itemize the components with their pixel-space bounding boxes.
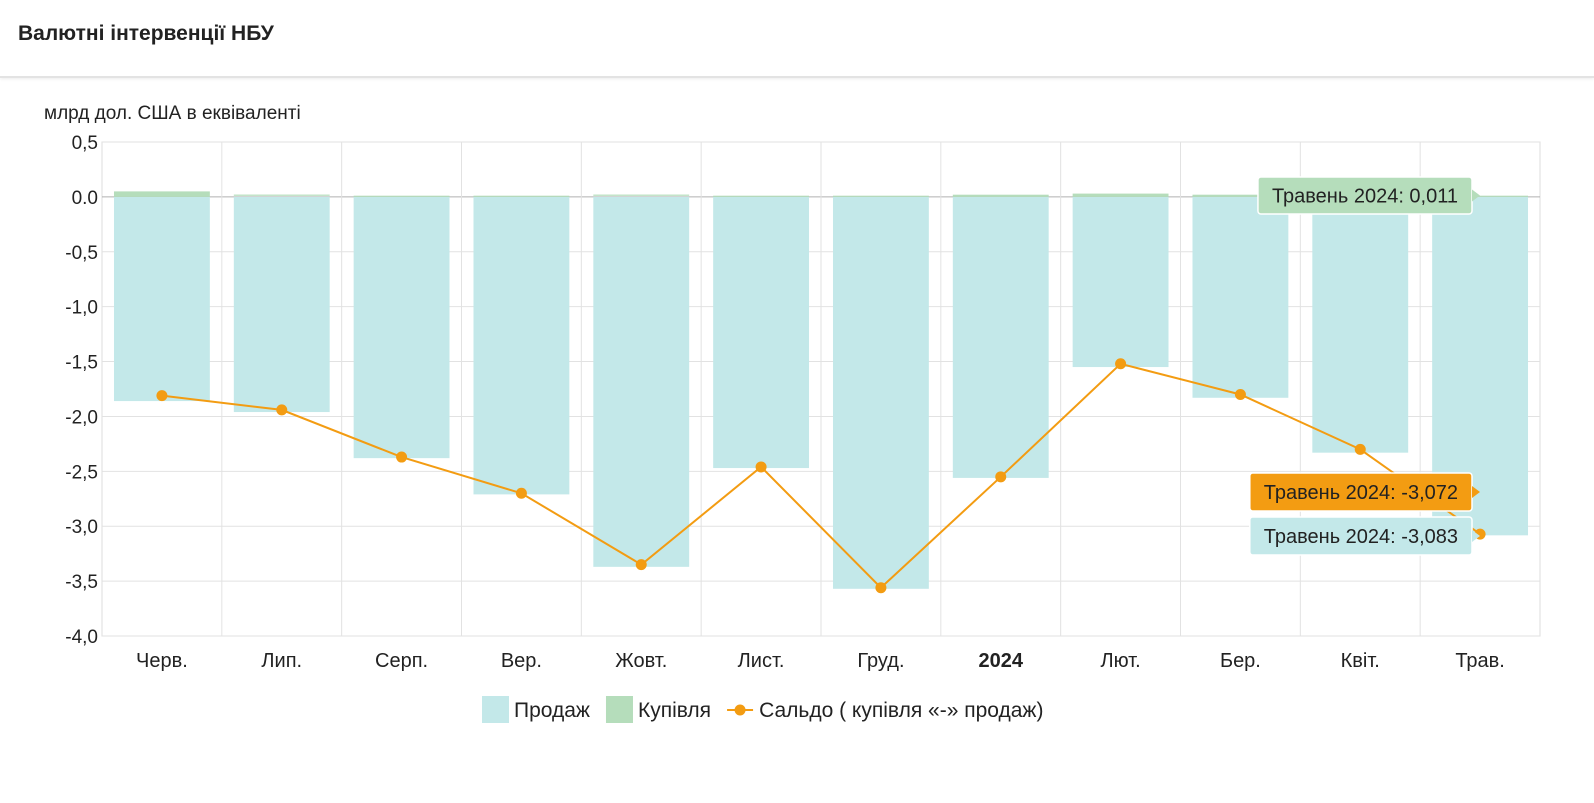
balance-point[interactable] <box>875 582 887 594</box>
tooltip-pointer <box>1472 189 1480 202</box>
x-tick-label: Жовт. <box>615 650 667 672</box>
x-tick-label: Груд. <box>857 650 904 672</box>
bar-buy[interactable] <box>1432 195 1529 197</box>
y-axis-ticks: 0,5 0.0 -0,5 -1,0 -1,5 -2,0 -2,5 -3,0 -3,5 -4,0 <box>65 133 98 648</box>
balance-point[interactable] <box>396 451 408 463</box>
bar-sell[interactable] <box>593 196 690 567</box>
bar-buy[interactable] <box>952 194 1049 197</box>
bar-buy[interactable] <box>353 195 450 197</box>
legend-label: Сальдо ( купівля «-» продаж) <box>759 699 1043 722</box>
balance-point[interactable] <box>635 559 647 571</box>
x-tick-label: Квіт. <box>1341 650 1380 672</box>
bar-buy[interactable] <box>1072 193 1169 197</box>
y-tick-label: 0.0 <box>72 188 98 209</box>
bar-sell[interactable] <box>353 196 450 459</box>
bar-buy[interactable] <box>113 191 210 197</box>
balance-line <box>156 358 1486 594</box>
legend-item[interactable]: Сальдо ( купівля «-» продаж) <box>727 699 1043 722</box>
bar-buy[interactable] <box>713 195 810 197</box>
bar-sell[interactable] <box>113 196 210 402</box>
tooltip: Травень 2024: -3,072 <box>1249 472 1480 512</box>
y-tick-label: -1,5 <box>65 353 98 374</box>
x-tick-label: 2024 <box>979 650 1024 672</box>
balance-point[interactable] <box>276 404 288 416</box>
legend-marker <box>734 704 746 716</box>
bar-buy[interactable] <box>473 195 570 197</box>
bars-sell <box>113 196 1529 589</box>
y-tick-label: -1,0 <box>65 298 98 319</box>
balance-point[interactable] <box>1354 443 1366 455</box>
tooltip-text: Травень 2024: 0,011 <box>1272 186 1458 208</box>
x-tick-label: Лют. <box>1100 650 1140 672</box>
x-tick-label: Лист. <box>738 650 785 672</box>
tooltip-text: Травень 2024: -3,072 <box>1264 482 1458 504</box>
bar-sell[interactable] <box>1072 196 1169 368</box>
tooltip: Травень 2024: 0,011 <box>1257 176 1480 215</box>
bar-sell[interactable] <box>1192 196 1289 398</box>
page-title: Валютні інтервенції НБУ <box>18 22 274 45</box>
balance-point[interactable] <box>1115 358 1127 370</box>
balance-point[interactable] <box>995 471 1007 483</box>
y-tick-label: -3,0 <box>65 517 98 538</box>
x-tick-label: Лип. <box>261 650 302 672</box>
legend-swatch <box>605 696 633 723</box>
y-tick-label: -4,0 <box>65 627 98 648</box>
bar-buy[interactable] <box>233 194 330 196</box>
page-header: Валютні інтервенції НБУ <box>0 0 1594 78</box>
y-axis-unit-label: млрд дол. США в еквіваленті <box>44 103 301 124</box>
bar-sell[interactable] <box>832 196 929 589</box>
chart-legend: Продаж Купівля Сальдо ( купівля «-» продаж… <box>482 696 1043 723</box>
y-tick-label: -2,0 <box>65 407 98 428</box>
tooltip-pointer <box>1472 530 1480 542</box>
x-tick-label: Трав. <box>1455 650 1505 672</box>
tooltip: Травень 2024: -3,083 <box>1249 516 1480 556</box>
bar-sell[interactable] <box>952 196 1049 478</box>
x-tick-label: Бер. <box>1220 650 1261 672</box>
bar-buy[interactable] <box>1192 194 1289 197</box>
bar-sell[interactable] <box>713 196 810 469</box>
bar-sell[interactable] <box>1312 196 1409 453</box>
x-tick-label: Вер. <box>501 650 542 672</box>
y-tick-label: -0,5 <box>65 243 98 264</box>
balance-point[interactable] <box>156 390 168 402</box>
bar-buy[interactable] <box>593 194 690 196</box>
bar-sell[interactable] <box>473 196 570 495</box>
bar-sell[interactable] <box>233 196 330 413</box>
balance-line-path <box>161 362 1481 590</box>
y-tick-label: -3,5 <box>65 572 98 593</box>
legend-item[interactable]: Купівля <box>605 696 711 723</box>
balance-point[interactable] <box>1234 388 1246 400</box>
bar-buy[interactable] <box>832 195 929 197</box>
x-tick-label: Серп. <box>375 650 428 672</box>
tooltip-text: Травень 2024: -3,083 <box>1264 526 1458 548</box>
y-tick-label: -2,5 <box>65 462 98 483</box>
legend-label: Продаж <box>514 699 590 722</box>
balance-point[interactable] <box>755 461 767 473</box>
x-axis-ticks: Черв. Лип. Серп. Вер. Жовт. Лист. Груд. 2024 Лют… <box>136 650 1505 672</box>
legend-swatch <box>482 696 509 723</box>
legend-label: Купівля <box>638 699 711 722</box>
x-tick-label: Черв. <box>136 650 188 672</box>
balance-point[interactable] <box>515 487 527 499</box>
tooltip-pointer <box>1472 486 1480 498</box>
y-tick-label: 0,5 <box>72 133 98 154</box>
chart-tooltips: Травень 2024: 0,011 Травень 2024: -3,072 Т… <box>1249 176 1480 556</box>
legend-item[interactable]: Продаж <box>482 696 590 723</box>
